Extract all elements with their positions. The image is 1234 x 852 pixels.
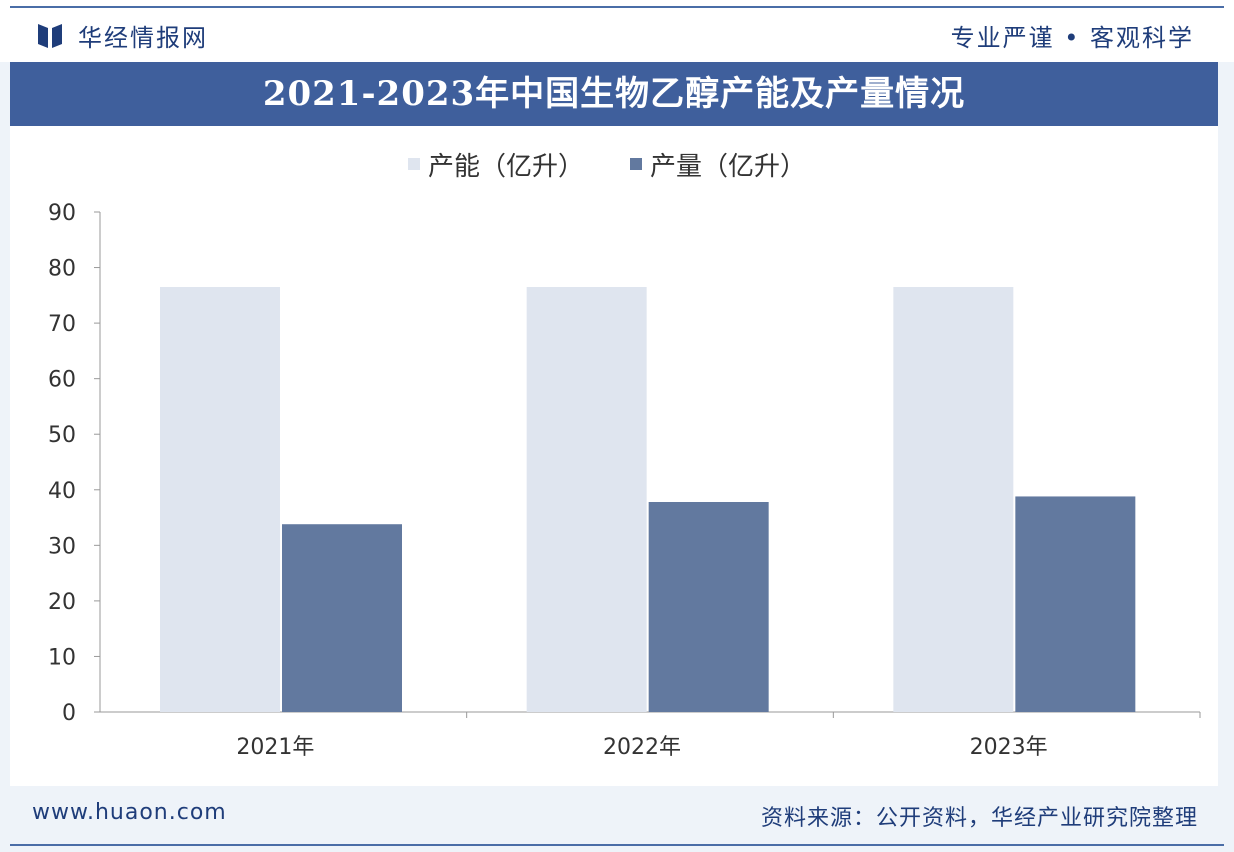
legend-label-production: 产量（亿升）: [650, 151, 807, 182]
chart-title: 2021-2023年中国生物乙醇产能及产量情况: [262, 74, 966, 114]
brand-logo-icon: [38, 24, 62, 48]
source-note: 资料来源：公开资料，华经产业研究院整理: [760, 806, 1198, 831]
y-tick-label: 60: [48, 368, 76, 393]
legend-item-capacity: 产能（亿升）: [408, 146, 584, 183]
x-tick-label: 2022年: [603, 735, 681, 760]
header-rule: [10, 6, 1224, 8]
bar-capacity: [160, 287, 280, 712]
chart-legend: 产能（亿升） 产量（亿升）: [408, 146, 852, 182]
brand-name: 华经情报网: [78, 24, 208, 52]
legend-swatch-capacity: [408, 158, 420, 170]
x-tick-label: 2023年: [970, 735, 1048, 760]
y-tick-label: 40: [48, 479, 76, 504]
x-tick-label: 2021年: [236, 735, 314, 760]
bar-capacity: [893, 287, 1014, 712]
y-tick-label: 90: [48, 201, 76, 226]
y-tick-label: 30: [48, 534, 76, 559]
header-bar: 华经情报网 专业严谨 • 客观科学: [0, 0, 1234, 62]
y-tick-label: 0: [62, 701, 76, 726]
y-tick-label: 20: [48, 590, 76, 615]
footer-rule: [10, 844, 1224, 846]
bar-capacity: [526, 287, 647, 712]
legend-item-production: 产量（亿升）: [630, 146, 806, 183]
legend-swatch-production: [630, 158, 643, 170]
title-bar: 2021-2023年中国生物乙醇产能及产量情况: [10, 62, 1218, 126]
bar-production: [648, 502, 769, 712]
y-tick-label: 80: [48, 257, 76, 282]
legend-label-capacity: 产能（亿升）: [428, 151, 585, 182]
slogan: 专业严谨 • 客观科学: [950, 24, 1194, 52]
bar-production: [1015, 496, 1136, 712]
y-tick-label: 70: [48, 312, 76, 337]
bar-production: [282, 524, 402, 712]
y-tick-label: 50: [48, 423, 76, 448]
y-tick-label: 10: [48, 645, 76, 670]
footer-bar: www.huaon.com 资料来源：公开资料，华经产业研究院整理: [10, 786, 1218, 844]
website-url[interactable]: www.huaon.com: [32, 800, 227, 825]
